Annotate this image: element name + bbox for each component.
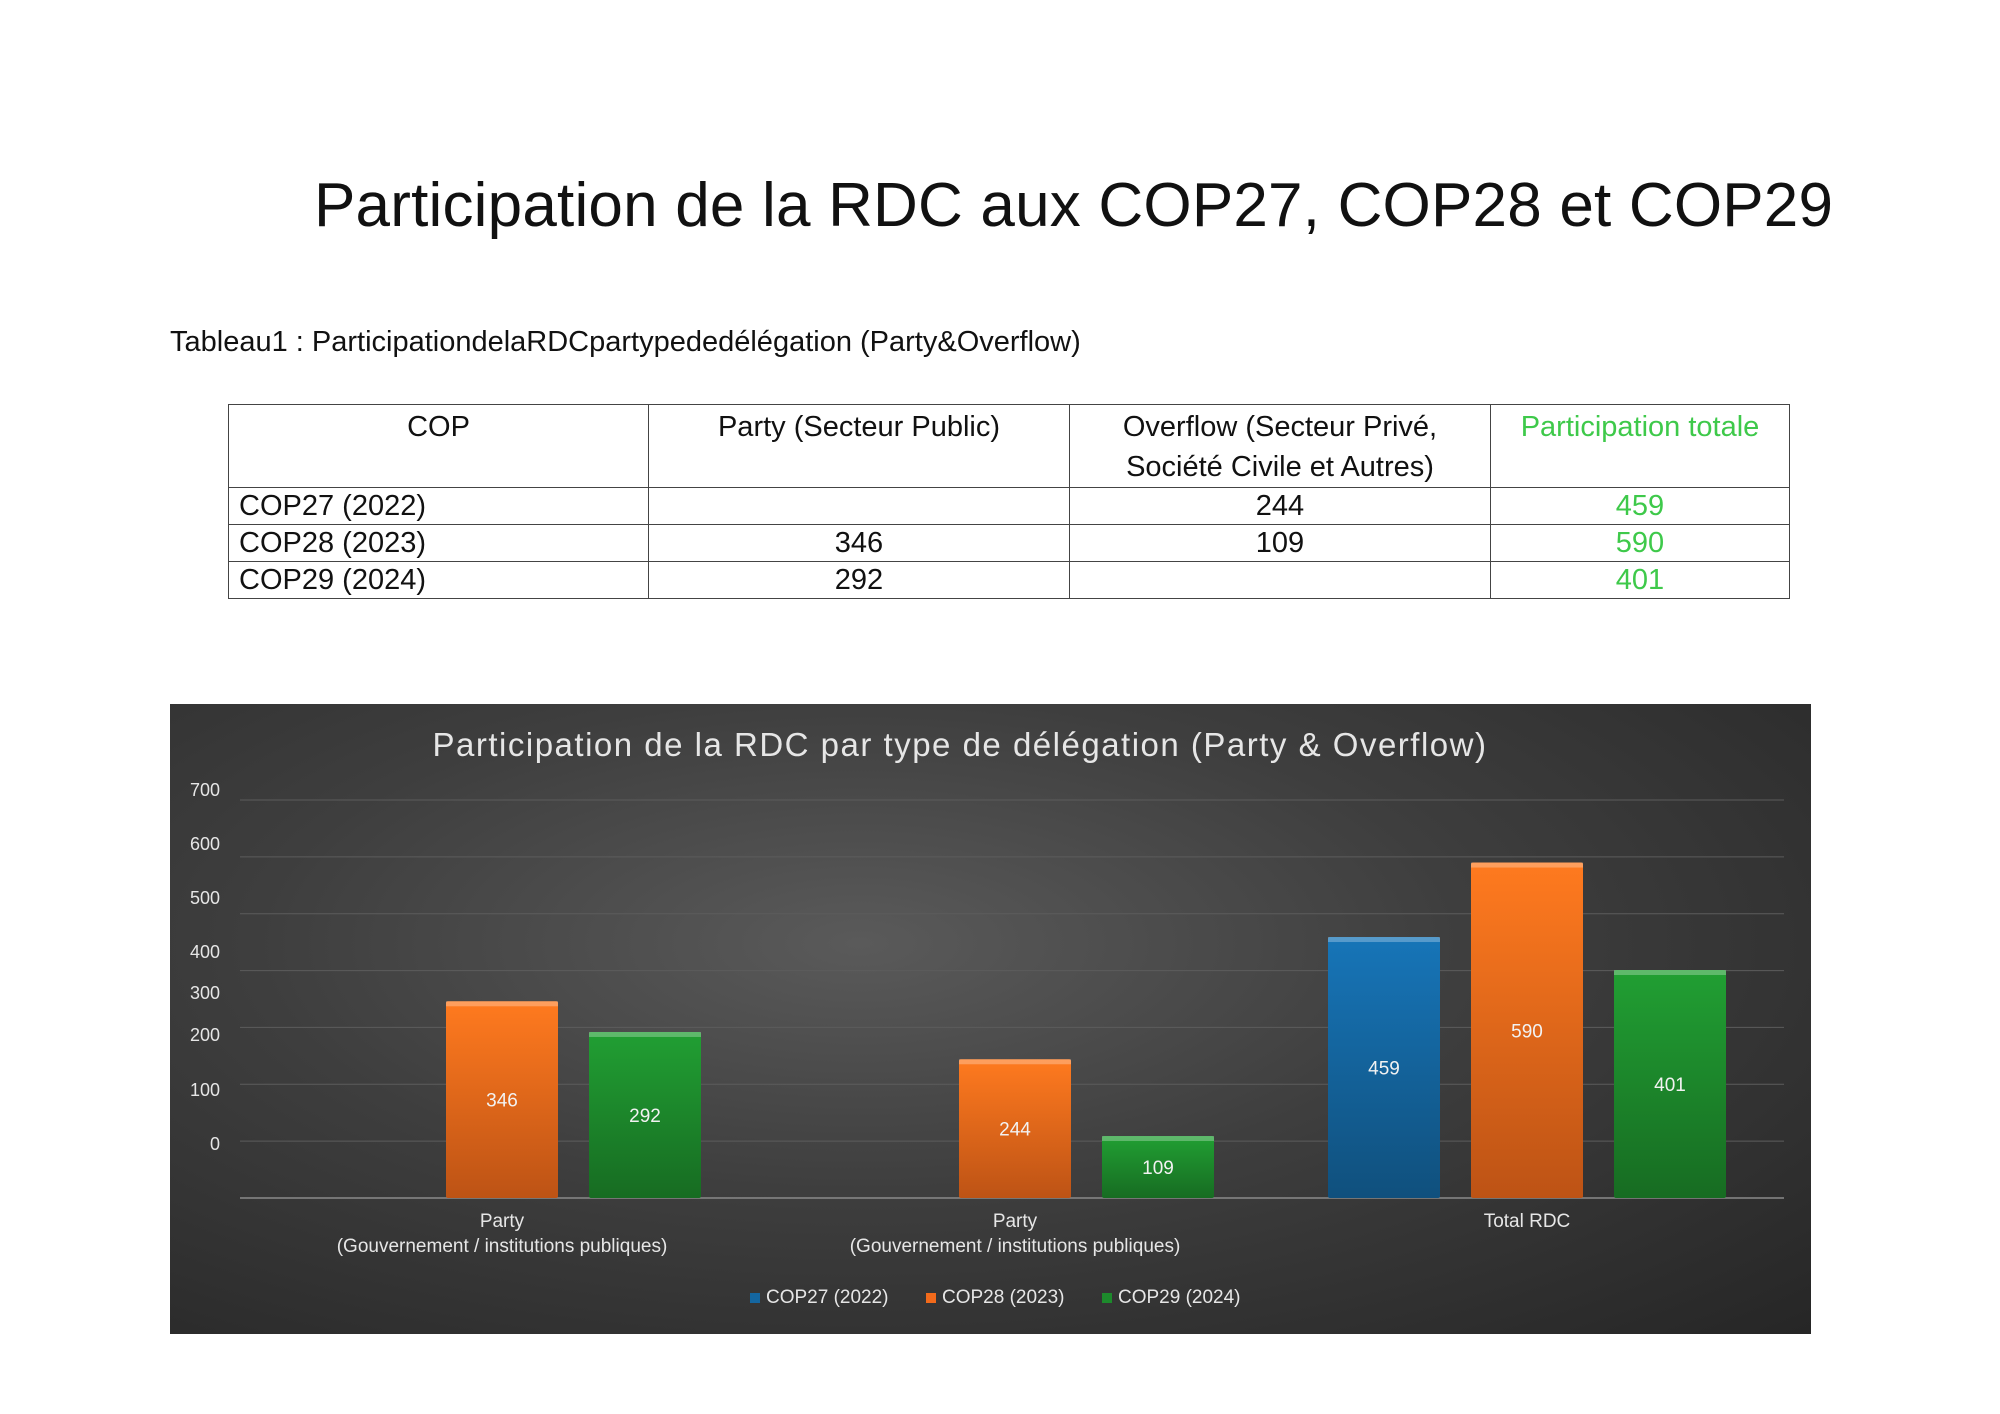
bar bbox=[1614, 970, 1726, 1198]
table-row: COP28 (2023) 346 109 590 bbox=[228, 524, 1790, 562]
bar bbox=[1102, 1136, 1214, 1198]
x-category-label: Party bbox=[993, 1211, 1038, 1232]
data-label: 401 bbox=[1654, 1075, 1686, 1096]
bar-highlight bbox=[1614, 970, 1726, 976]
data-label: 590 bbox=[1511, 1021, 1543, 1042]
participation-table: COP Party (Secteur Public) Overflow (Sec… bbox=[228, 404, 1790, 599]
data-label: 244 bbox=[999, 1120, 1031, 1141]
bar-highlight bbox=[1471, 862, 1583, 868]
y-tick-label: 0 bbox=[210, 1134, 220, 1154]
page-title: Participation de la RDC aux COP27, COP28… bbox=[314, 171, 1834, 240]
y-tick-label: 400 bbox=[190, 942, 220, 962]
chart-title: Participation de la RDC par type de délé… bbox=[433, 726, 1488, 763]
bar-highlight bbox=[446, 1001, 558, 1007]
bar-highlight bbox=[589, 1031, 701, 1037]
x-category-label: Party bbox=[480, 1211, 525, 1232]
table-header-row: COP Party (Secteur Public) Overflow (Sec… bbox=[228, 404, 1790, 488]
bar bbox=[959, 1059, 1071, 1198]
y-tick-label: 500 bbox=[190, 888, 220, 908]
bar bbox=[1328, 937, 1440, 1198]
x-category-label: (Gouvernement / institutions publiques) bbox=[850, 1236, 1181, 1257]
cell-cop: COP28 (2023) bbox=[228, 524, 649, 562]
bar bbox=[1471, 862, 1583, 1198]
bar-chart: Participation de la RDC par type de délé… bbox=[190, 726, 1784, 1308]
data-label: 292 bbox=[629, 1106, 661, 1127]
cell-total: 590 bbox=[1490, 524, 1790, 562]
x-category-label: (Gouvernement / institutions publiques) bbox=[337, 1236, 668, 1257]
cell-total: 459 bbox=[1490, 487, 1790, 525]
chart-panel: Participation de la RDC par type de délé… bbox=[170, 704, 1811, 1334]
cell-overflow: 244 bbox=[1069, 487, 1491, 525]
cell-overflow bbox=[1069, 561, 1491, 599]
cell-cop: COP29 (2024) bbox=[228, 561, 649, 599]
legend-label: COP27 (2022) bbox=[766, 1287, 889, 1308]
x-category-label: Total RDC bbox=[1484, 1211, 1571, 1232]
bar-highlight bbox=[1102, 1136, 1214, 1142]
cell-overflow: 109 bbox=[1069, 524, 1491, 562]
bar bbox=[446, 1001, 558, 1198]
table-row: COP29 (2024) 292 401 bbox=[228, 561, 1790, 599]
header-cop: COP bbox=[228, 404, 649, 488]
y-tick-label: 600 bbox=[190, 834, 220, 854]
cell-cop: COP27 (2022) bbox=[228, 487, 649, 525]
table-caption: Tableau1 : ParticipationdelaRDCpartypede… bbox=[170, 326, 1081, 358]
legend-label: COP29 (2024) bbox=[1118, 1287, 1241, 1308]
legend-swatch bbox=[926, 1293, 936, 1303]
y-tick-label: 300 bbox=[190, 983, 220, 1003]
y-tick-label: 200 bbox=[190, 1025, 220, 1045]
y-tick-label: 700 bbox=[190, 780, 220, 800]
legend-label: COP28 (2023) bbox=[942, 1287, 1065, 1308]
header-overflow: Overflow (Secteur Privé, Société Civile … bbox=[1069, 404, 1491, 488]
data-label: 346 bbox=[486, 1091, 518, 1112]
bar-highlight bbox=[959, 1059, 1071, 1065]
data-label: 459 bbox=[1368, 1059, 1400, 1080]
table-row: COP27 (2022) 244 459 bbox=[228, 487, 1790, 525]
header-party: Party (Secteur Public) bbox=[648, 404, 1070, 488]
legend-swatch bbox=[750, 1293, 760, 1303]
bar bbox=[589, 1031, 701, 1198]
bar-highlight bbox=[1328, 937, 1440, 943]
legend-swatch bbox=[1102, 1293, 1112, 1303]
cell-party: 346 bbox=[648, 524, 1070, 562]
cell-party bbox=[648, 487, 1070, 525]
cell-party: 292 bbox=[648, 561, 1070, 599]
y-tick-label: 100 bbox=[190, 1080, 220, 1100]
header-total: Participation totale bbox=[1490, 404, 1790, 488]
data-label: 109 bbox=[1142, 1158, 1174, 1179]
cell-total: 401 bbox=[1490, 561, 1790, 599]
